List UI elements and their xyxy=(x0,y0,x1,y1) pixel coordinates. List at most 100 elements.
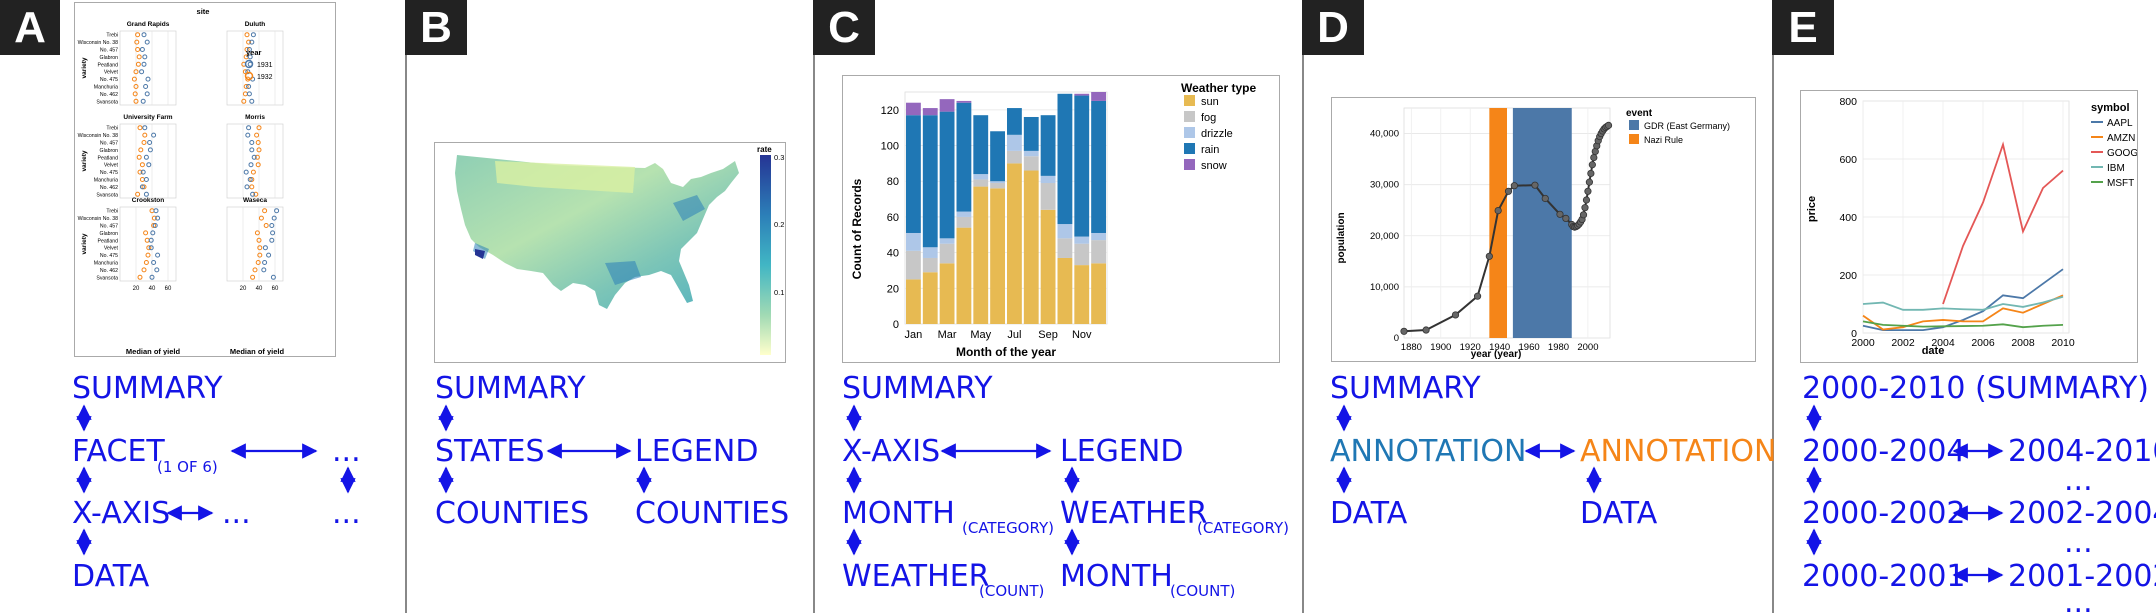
node-more[interactable]: ... xyxy=(2064,463,2093,498)
dot-1931 xyxy=(249,39,255,45)
panel-label-a: A xyxy=(0,0,60,55)
node-legend[interactable]: LEGEND xyxy=(1060,434,1183,469)
dot-1931 xyxy=(245,69,251,75)
node-2001-2002[interactable]: 2001-2002 xyxy=(2008,559,2156,594)
x-tick-label: 2006 xyxy=(1971,337,1995,349)
dot-1932 xyxy=(146,245,152,251)
node-summary[interactable]: SUMMARY xyxy=(1330,371,1481,406)
node-states[interactable]: STATES xyxy=(435,434,545,469)
node-2002-2004[interactable]: 2002-2004 xyxy=(2008,496,2156,531)
population-point xyxy=(1451,311,1460,319)
node-summary[interactable]: SUMMARY xyxy=(72,371,223,406)
node-facet[interactable]: FACET xyxy=(72,434,165,469)
legend-title: Weather type xyxy=(1181,81,1256,95)
node-annotation-gdr[interactable]: ANNOTATION xyxy=(1330,434,1526,469)
y-axis-label: variety xyxy=(81,150,88,171)
dot-1931 xyxy=(271,215,277,221)
variety-label: Svansota xyxy=(96,275,118,281)
dot-1931 xyxy=(153,208,159,214)
population-point xyxy=(1422,326,1430,334)
legend-symbol-1932 xyxy=(244,71,254,81)
bar-snow xyxy=(939,99,955,112)
node-month-count[interactable]: MONTH xyxy=(1060,559,1173,594)
color-ramp xyxy=(760,155,771,355)
panel-label-d: D xyxy=(1302,0,1364,55)
x-tick-label: Jul xyxy=(1007,329,1021,341)
node-facet-more[interactable]: ... xyxy=(332,434,361,469)
dot-1932 xyxy=(142,132,148,138)
node-data[interactable]: DATA xyxy=(1330,496,1408,531)
variety-label: Manchuria xyxy=(94,261,118,267)
node-more[interactable]: ... xyxy=(2064,525,2093,560)
x-axis-label: date xyxy=(1922,345,1945,357)
node-2000-2001[interactable]: 2000-2001 xyxy=(1802,559,1966,594)
x-tick-label: Mar xyxy=(938,329,957,341)
bar-snow xyxy=(922,108,938,116)
dot-1932 xyxy=(141,140,147,145)
facet-title: Grand Rapids xyxy=(127,21,170,28)
node-more[interactable]: ... xyxy=(2064,585,2093,613)
x-tick-label: Nov xyxy=(1072,329,1092,341)
node-data[interactable]: DATA xyxy=(1580,496,1658,531)
node-x-axis[interactable]: X-AXIS xyxy=(72,496,170,531)
y-tick-label: 40,000 xyxy=(1370,129,1399,140)
node-counties[interactable]: COUNTIES xyxy=(435,496,589,531)
bar-sun xyxy=(1057,257,1073,324)
dot-1931 xyxy=(274,208,280,214)
series-line-MSFT xyxy=(1862,320,2064,329)
node-summary[interactable]: SUMMARY xyxy=(842,371,993,406)
bar-drizzle xyxy=(906,232,921,251)
node-2000-2004[interactable]: 2000-2004 xyxy=(1802,434,1966,469)
node-counties[interactable]: COUNTIES xyxy=(635,496,789,531)
x-tick-label: 20 xyxy=(133,286,140,292)
bar-sun xyxy=(1091,263,1106,324)
bar-fog xyxy=(1007,150,1022,164)
node-weather-category[interactable]: WEATHER xyxy=(1060,496,1208,531)
bar-drizzle xyxy=(1040,175,1056,184)
node-annotation-nazi[interactable]: ANNOTATION xyxy=(1580,434,1776,469)
bar-sun xyxy=(939,263,955,324)
dot-1932 xyxy=(133,98,139,104)
node-facet-more-child[interactable]: ... xyxy=(332,496,361,531)
x-tick-label: 1920 xyxy=(1460,342,1481,353)
x-tick-label: 2010 xyxy=(2051,337,2075,349)
dot-1932 xyxy=(151,215,157,221)
dot-1931 xyxy=(147,140,153,145)
node-x-axis[interactable]: X-AXIS xyxy=(842,434,940,469)
dot-1932 xyxy=(254,132,260,138)
dot-1931 xyxy=(143,177,149,182)
dot-1932 xyxy=(145,252,151,258)
node-x-axis-more[interactable]: ... xyxy=(222,496,251,531)
dot-1932 xyxy=(256,237,262,243)
y-axis-label: Count of Records xyxy=(850,178,864,279)
legend-tick: 0.3 xyxy=(774,153,784,162)
x-tick-label: 40 xyxy=(149,286,156,292)
legend-label-AMZN: AMZN xyxy=(2107,133,2135,144)
dot-1932 xyxy=(136,154,142,160)
dot-1931 xyxy=(151,260,157,265)
node-data[interactable]: DATA xyxy=(72,559,150,594)
y-tick-label: 20,000 xyxy=(1370,231,1399,242)
node-summary[interactable]: 2000-2010 (SUMMARY) xyxy=(1802,371,2149,406)
node-summary[interactable]: SUMMARY xyxy=(435,371,586,406)
x-tick-label: 2000 xyxy=(1851,337,1875,349)
dot-1932 xyxy=(252,267,258,273)
bar-snow xyxy=(1074,93,1090,96)
legend-swatch-drizzle xyxy=(1184,127,1195,138)
node-weather-count[interactable]: WEATHER xyxy=(842,559,990,594)
bar-rain xyxy=(1091,100,1106,233)
node-2000-2002[interactable]: 2000-2002 xyxy=(1802,496,1966,531)
dot-1931 xyxy=(246,47,252,52)
variety-label: Velvet xyxy=(104,70,119,76)
x-axis-label: Median of yield xyxy=(126,347,181,355)
legend-label-MSFT: MSFT xyxy=(2107,178,2134,189)
facet-title: Morris xyxy=(245,114,265,121)
choropleth-map: rate 0.3 0.2 0.1 xyxy=(455,145,784,355)
x-tick-label: 1900 xyxy=(1430,342,1451,353)
node-legend[interactable]: LEGEND xyxy=(635,434,758,469)
bar-fog xyxy=(1057,238,1073,258)
x-tick-label: 20 xyxy=(240,286,247,292)
node-2004-2010[interactable]: 2004-2010 xyxy=(2008,434,2156,469)
node-month-category[interactable]: MONTH xyxy=(842,496,955,531)
dot-1931 xyxy=(266,252,272,258)
